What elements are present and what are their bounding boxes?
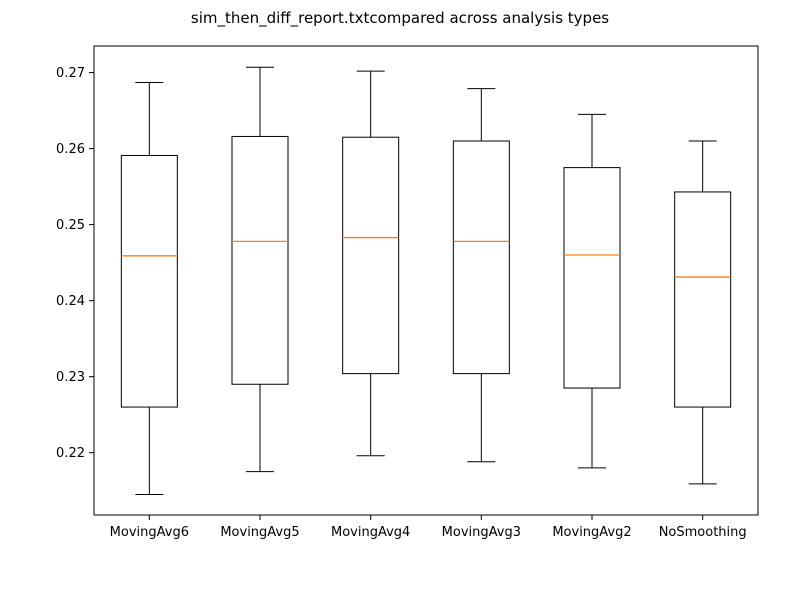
x-tick-label: NoSmoothing	[659, 525, 747, 540]
box	[342, 136, 400, 375]
x-tick-label: MovingAvg2	[552, 525, 631, 540]
axes-frame	[93, 45, 759, 516]
y-tick-label: 0.24	[56, 294, 85, 309]
y-tick-label: 0.22	[56, 446, 85, 461]
y-tick-label: 0.23	[56, 370, 85, 385]
plot-area: 0.22 0.23 0.24 0.25 0.26 0.27 MovingAvg6 Moving…	[56, 66, 747, 540]
box	[563, 167, 621, 389]
x-tick-label: MovingAvg3	[442, 525, 521, 540]
x-tick-label: MovingAvg6	[110, 525, 189, 540]
box	[120, 154, 178, 408]
y-tick-label: 0.26	[56, 142, 85, 157]
y-tick-label: 0.25	[56, 218, 85, 233]
chart-title: sim_then_diff_report.txtcompared across …	[191, 9, 609, 28]
x-tick-label: MovingAvg4	[331, 525, 410, 540]
box	[674, 191, 732, 408]
y-tick-label: 0.27	[56, 66, 85, 81]
box	[231, 135, 289, 385]
x-tick-label: MovingAvg5	[220, 525, 299, 540]
box	[452, 140, 510, 375]
